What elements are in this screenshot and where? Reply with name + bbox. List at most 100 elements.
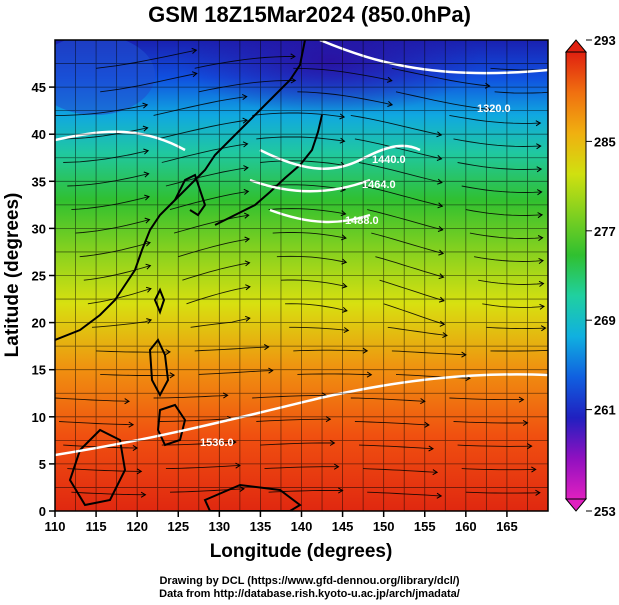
streamline-arrow	[437, 178, 443, 185]
y-tick-label: 45	[32, 80, 46, 95]
streamline	[182, 262, 250, 281]
streamline-arrow	[143, 171, 150, 178]
credit-line-2: Data from http://database.rish.kyoto-u.a…	[159, 588, 460, 600]
contour-west	[55, 130, 186, 152]
streamline	[67, 173, 149, 187]
streamline	[474, 256, 544, 262]
streamline-arrow	[531, 466, 537, 473]
x-axis-label: Longitude (degrees)	[210, 541, 393, 562]
chart-svg: 1320.0 1440.0 1464.0 1488.0 1536.0 110 115 120…	[2, 33, 616, 562]
streamline	[165, 167, 248, 187]
streamline	[297, 373, 372, 376]
streamline-arrow	[536, 143, 542, 150]
streamline	[363, 185, 443, 207]
colorbar-tick-label: 253	[594, 504, 616, 519]
colorbar-ticks: 253 261 269 277 285 293	[586, 33, 616, 519]
coast-japan	[214, 114, 323, 226]
streamline-arrow	[143, 148, 150, 155]
streamline	[478, 279, 544, 285]
streamline	[194, 56, 295, 69]
streamline	[173, 214, 249, 234]
streamline	[375, 256, 444, 278]
streamline	[87, 288, 152, 305]
streamline-arrow	[540, 325, 547, 332]
streamline-arrow	[536, 166, 543, 173]
streamline	[449, 114, 541, 124]
streamline-arrow	[438, 273, 445, 280]
streamline-arrow	[442, 332, 448, 339]
colorbar-tick-label: 269	[594, 313, 616, 328]
streamline	[100, 72, 197, 93]
streamline	[494, 91, 548, 94]
streamline	[79, 242, 151, 258]
streamline	[457, 444, 532, 447]
x-tick-label: 145	[332, 519, 354, 534]
streamline-arrow	[140, 491, 147, 498]
streamline	[186, 286, 250, 305]
colorbar-tick-label: 293	[594, 33, 616, 48]
streamline-arrow	[243, 212, 250, 219]
x-tick-label: 165	[496, 519, 518, 534]
x-tick-label: 125	[167, 519, 189, 534]
streamline	[169, 190, 249, 211]
colorbar-top-arrow	[564, 39, 588, 53]
streamline	[358, 162, 443, 183]
streamline-arrow	[136, 468, 143, 475]
streamlines	[55, 47, 548, 499]
streamline-arrow	[242, 141, 249, 148]
contour-label: 1536.0	[200, 437, 234, 449]
coast-taiwan	[153, 287, 166, 315]
streamline	[256, 418, 331, 422]
y-tick-label: 0	[39, 504, 46, 519]
streamline-arrow	[436, 131, 443, 138]
contour-labels: 1320.0 1440.0 1464.0 1488.0 1536.0	[200, 103, 511, 449]
streamline-arrow	[142, 125, 149, 132]
streamline	[194, 346, 269, 352]
y-tick-label: 25	[32, 269, 46, 284]
colorbar-tick-label: 285	[594, 134, 616, 149]
cold-pool-west	[55, 40, 155, 115]
streamline-arrow	[245, 284, 251, 291]
colorbar-bar	[565, 51, 587, 500]
streamline	[469, 232, 543, 239]
streamline	[55, 104, 148, 116]
streamline	[465, 209, 543, 216]
chart-title: GSM 18Z15Mar2024 (850.0hPa)	[148, 2, 471, 27]
streamline-arrow	[362, 347, 369, 354]
colorbar: 253 261 269 277 285 293	[564, 33, 616, 519]
streamline	[354, 138, 442, 160]
streamline-arrow	[342, 306, 348, 313]
streamline	[395, 91, 491, 110]
x-axis: 110 115 120 125 130 135 140 145 150 155 160 165	[45, 511, 518, 534]
y-axis-label: Latitude (degrees)	[2, 193, 23, 358]
streamline	[252, 112, 345, 118]
contour-label: 1440.0	[372, 154, 406, 166]
streamline	[157, 119, 248, 140]
streamline-arrow	[333, 463, 340, 470]
streamline-arrow	[145, 240, 151, 247]
y-tick-label: 5	[39, 457, 46, 472]
streamline-arrow	[145, 286, 152, 293]
streamline-arrow	[536, 189, 543, 196]
streamline-arrow	[341, 282, 348, 289]
streamline-arrow	[191, 71, 198, 78]
streamline-arrow	[341, 258, 348, 265]
y-tick-label: 10	[32, 410, 46, 425]
streamline-arrow	[537, 235, 544, 242]
streamline-arrow	[436, 492, 443, 499]
streamline	[153, 394, 228, 399]
colorbar-tick-label: 261	[594, 403, 616, 418]
streamline-arrow	[437, 226, 444, 232]
streamline-arrow	[128, 421, 135, 428]
streamline-arrow	[535, 120, 542, 127]
streamline	[252, 394, 327, 399]
streamline-arrow	[538, 280, 545, 287]
y-axis: 0 5 10 15 20 25 30 35 40 45	[32, 80, 55, 519]
streamline-arrow	[539, 303, 545, 310]
streamline	[272, 232, 346, 239]
streamline	[289, 326, 349, 331]
x-tick-label: 130	[208, 519, 230, 534]
contour-1488	[269, 208, 371, 224]
streamline	[367, 209, 443, 231]
x-tick-label: 150	[373, 519, 395, 534]
